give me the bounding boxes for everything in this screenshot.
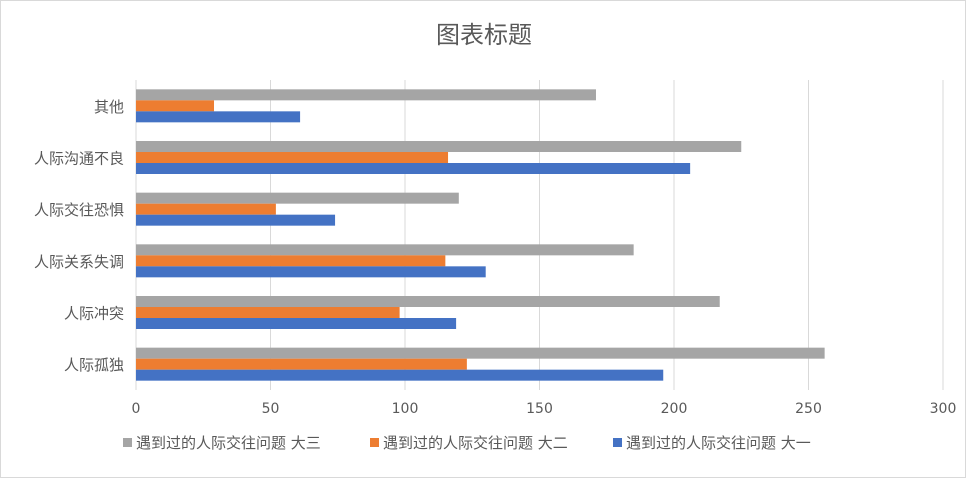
legend-label: 遇到过的人际交往问题 大一 bbox=[626, 434, 811, 452]
category-label: 人际关系失调 bbox=[34, 253, 124, 271]
legend: 遇到过的人际交往问题 大三 遇到过的人际交往问题 大二 遇到过的人际交往问题 大一 bbox=[123, 434, 811, 452]
x-tick-labels: 0 50 100 150 200 250 300 bbox=[132, 401, 957, 417]
bar-series1-4 bbox=[136, 152, 449, 163]
legend-swatch bbox=[613, 438, 622, 447]
bar-series2-2 bbox=[136, 244, 634, 256]
legend-swatch bbox=[123, 438, 132, 447]
chart-title: 图表标题 bbox=[436, 21, 532, 49]
category-label: 人际孤独 bbox=[64, 356, 124, 374]
bar-series0-1 bbox=[136, 318, 457, 329]
legend-label: 遇到过的人际交往问题 大二 bbox=[383, 434, 568, 452]
bar-series2-5 bbox=[136, 89, 596, 101]
bar-series0-4 bbox=[136, 163, 691, 174]
category-label: 其他 bbox=[94, 98, 124, 116]
x-tick-label: 100 bbox=[392, 401, 419, 417]
legend-label: 遇到过的人际交往问题 大三 bbox=[136, 434, 321, 452]
bar-series1-1 bbox=[136, 307, 400, 318]
gridlines bbox=[135, 80, 944, 390]
bar-series1-0 bbox=[136, 358, 467, 370]
category-label: 人际交往恐惧 bbox=[34, 201, 124, 219]
bar-series2-4 bbox=[136, 141, 742, 152]
x-tick-label: 0 bbox=[132, 401, 141, 417]
x-tick-label: 150 bbox=[526, 401, 553, 417]
x-tick-label: 200 bbox=[661, 401, 688, 417]
category-label: 人际沟通不良 bbox=[34, 150, 124, 168]
bar-series0-5 bbox=[136, 111, 301, 123]
bar-series1-5 bbox=[136, 100, 215, 112]
category-label: 人际冲突 bbox=[64, 305, 124, 323]
bars bbox=[136, 89, 825, 381]
bar-series2-0 bbox=[136, 347, 825, 359]
bar-series0-2 bbox=[136, 266, 486, 278]
bar-series2-1 bbox=[136, 296, 720, 307]
bar-series0-3 bbox=[136, 214, 336, 226]
bar-series2-3 bbox=[136, 192, 459, 204]
bar-series1-3 bbox=[136, 203, 276, 215]
bar-series1-2 bbox=[136, 255, 446, 267]
legend-swatch bbox=[370, 438, 379, 447]
x-tick-label: 250 bbox=[795, 401, 822, 417]
bar-series0-0 bbox=[136, 369, 664, 381]
x-tick-label: 50 bbox=[262, 401, 280, 417]
x-tick-label: 300 bbox=[930, 401, 957, 417]
